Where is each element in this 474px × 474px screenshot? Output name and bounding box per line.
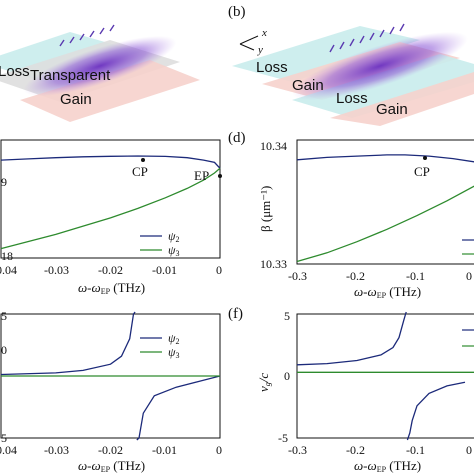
layer-loss-1	[232, 26, 420, 82]
series-e-ψ2-0	[0, 311, 136, 376]
y-tick-e-2: 5	[1, 431, 7, 445]
x-tick-e-1: -0.03	[44, 443, 69, 457]
layer-label-loss-left: Loss	[0, 63, 30, 80]
y-tick-e-0: 5	[1, 309, 7, 323]
annotation-cp-c: CP	[132, 164, 148, 179]
plot-frame-c	[0, 139, 221, 259]
series-c-ψ3-0	[0, 167, 221, 250]
plot-frame-f	[296, 313, 474, 439]
x-tick-c-1: -0.03	[44, 263, 69, 277]
y-tick-c-0: 9	[1, 175, 7, 189]
series-d-ψ2-0	[296, 154, 474, 163]
x-tick-d-0: -0.3	[288, 269, 307, 283]
series-e-ψ2-1	[136, 375, 221, 441]
x-tick-e-0: -0.04	[0, 443, 17, 457]
x-tick-e-2: -0.02	[98, 443, 123, 457]
panel-label-b: (b)	[228, 4, 246, 20]
y-axis-label-d: β (μm⁻¹)	[258, 186, 273, 232]
legend-c-psi2: ψ2	[168, 229, 179, 244]
legend-e: ψ2 ψ3	[140, 331, 179, 360]
layer-label-gain-2: Gain	[376, 101, 408, 118]
ep-point-c	[218, 174, 222, 178]
arrow-array-left	[59, 24, 115, 47]
x-tick-d-1: -0.2	[346, 269, 365, 283]
x-tick-f-1: -0.2	[346, 443, 365, 457]
y-tick-f-1: 0	[284, 369, 290, 383]
layer-label-gain-left: Gain	[60, 91, 92, 108]
layer-label-gain-1: Gain	[292, 77, 324, 94]
chart-d: 10.34 10.33 β (μm⁻¹) -0.3 -0.2 -0.1 0 ω-…	[258, 139, 474, 300]
legend-c-psi3: ψ3	[168, 243, 179, 258]
x-tick-d-2: -0.1	[406, 269, 425, 283]
y-tick-f-0: 5	[284, 309, 290, 323]
series-group-e	[0, 311, 221, 441]
legend-e-psi3: ψ3	[168, 345, 179, 360]
series-c-ψ2-0	[0, 155, 221, 169]
axes-indicator	[239, 35, 259, 51]
y-tick-f-2: -5	[278, 431, 288, 445]
beam-right	[292, 31, 468, 101]
layer-gain-2	[330, 72, 474, 126]
panel-label-d: (d)	[228, 130, 246, 146]
x-tick-d-3: 0	[466, 269, 472, 283]
series-d-ψ3-0	[296, 185, 474, 263]
y-tick-d-1: 10.33	[260, 257, 287, 271]
x-tick-c-2: -0.02	[98, 263, 123, 277]
series-group-f	[296, 311, 474, 441]
x-tick-f-2: -0.1	[406, 443, 425, 457]
series-f-ψ2-0	[296, 311, 407, 366]
legend-e-psi2: ψ2	[168, 331, 179, 346]
x-axis-label-c: ω-ωEP (THz)	[78, 280, 145, 296]
y-axis-label-f: vg/c	[256, 373, 272, 392]
chart-c: 9 18 -0.04 -0.03 -0.02 -0.01 0 ω-ωEP (TH…	[0, 139, 222, 296]
y-tick-c-1: 18	[1, 249, 13, 263]
series-f-ψ2-1	[406, 381, 466, 441]
axis-y-label: y	[257, 44, 263, 56]
annotation-cp-d: CP	[414, 164, 430, 179]
series-group-d	[296, 154, 474, 263]
axis-x-label: x	[261, 27, 267, 39]
x-tick-c-0: -0.04	[0, 263, 17, 277]
layer-label-loss-2: Loss	[336, 90, 368, 107]
layer-label-transparent: Transparent	[30, 67, 111, 84]
x-axis-label-e: ω-ωEP (THz)	[78, 458, 145, 474]
schematic-right: x y Loss Gain Loss Gain	[232, 23, 474, 126]
panel-label-f: (f)	[228, 306, 243, 322]
beam-left	[23, 35, 177, 97]
chart-f: 5 0 -5 vg/c -0.3 -0.2 -0.1 0 ω-ωEP (THz)	[256, 309, 474, 474]
legend-c: ψ2 ψ3	[140, 229, 179, 258]
cp-point-c	[141, 158, 145, 162]
layer-gain-left	[20, 60, 200, 122]
x-tick-c-3: -0.01	[152, 263, 177, 277]
layer-label-loss-1: Loss	[256, 59, 288, 76]
annotation-ep-c: EP	[194, 168, 209, 183]
x-tick-c-4: 0	[216, 263, 222, 277]
x-tick-e-4: 0	[216, 443, 222, 457]
y-tick-d-0: 10.34	[260, 139, 287, 153]
x-tick-e-3: -0.01	[152, 443, 177, 457]
series-group-c	[0, 155, 221, 250]
schematic-left: Loss Transparent Gain	[0, 24, 200, 122]
x-tick-f-0: -0.3	[288, 443, 307, 457]
arrow-array-right	[329, 23, 405, 53]
x-axis-label-d: ω-ωEP (THz)	[354, 284, 421, 300]
x-tick-f-3: 0	[466, 443, 472, 457]
y-tick-e-1: 0	[1, 343, 7, 357]
plot-frame-d	[296, 139, 474, 265]
x-axis-label-f: ω-ωEP (THz)	[354, 458, 421, 474]
chart-e: 5 0 5 -0.04 -0.03 -0.02 -0.01 0 ω-ωEP (T…	[0, 309, 222, 474]
cp-point-d	[423, 156, 427, 160]
